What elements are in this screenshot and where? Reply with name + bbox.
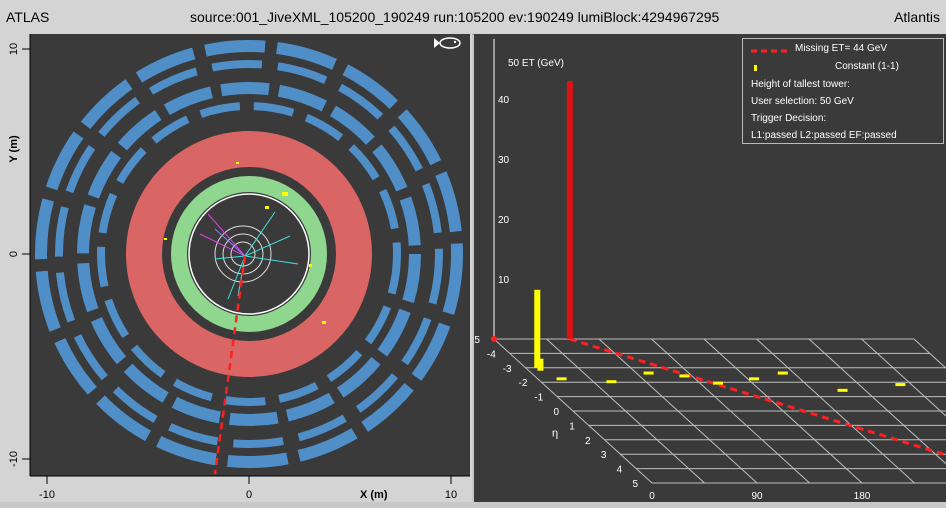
app-name: ATLAS: [6, 9, 50, 25]
eta-tick-label: -4: [487, 349, 496, 360]
axis-ticks: [22, 48, 452, 484]
legend-line: Trigger Decision:: [751, 113, 827, 124]
z-tick-label: 10: [498, 275, 510, 286]
eta-tick-label: 3: [601, 450, 607, 461]
eta-tick-label: 1: [569, 421, 575, 432]
grid-line-phi: [598, 338, 758, 484]
title-bar: ATLAS source:001_JiveXML_105200_190249 r…: [0, 0, 946, 35]
legend-missing-et: Missing ET= 44 GeV: [795, 43, 887, 54]
z-tick-label: 40: [498, 95, 510, 106]
energy-deposit: [606, 380, 617, 384]
x-tick-label: -10: [39, 489, 55, 501]
legend-box: Missing ET= 44 GeV Constant (1-1) Height…: [742, 38, 944, 144]
eta-tick-label: 0: [553, 407, 559, 418]
y-tick-label: 0: [8, 251, 20, 257]
energy-deposit: [749, 377, 760, 381]
phi-tick-label: 90: [751, 491, 763, 502]
grid-line-phi: [703, 338, 863, 484]
y-tick-label: -10: [8, 451, 20, 467]
grid-line-phi: [861, 338, 946, 417]
energy-deposit: [837, 388, 848, 392]
eta-tick-label: -5: [474, 335, 480, 346]
legend-line: Height of tallest tower:: [751, 79, 850, 90]
grid-line-phi: [493, 338, 653, 484]
origin-marker: [491, 336, 497, 342]
eta-tick-label: 5: [632, 479, 638, 490]
inner-boundary: [188, 193, 310, 315]
y-tick-label: 10: [8, 43, 20, 55]
xy-view-panel[interactable]: -10 0 10 X (m) 10 0 -10 Y (m): [0, 34, 472, 502]
grid-line-phi: [546, 338, 705, 484]
grid-line-phi: [756, 338, 915, 484]
phi-tick-label: 0: [649, 491, 655, 502]
tower-bars: [534, 81, 906, 392]
grid-line-phi: [808, 338, 946, 465]
phi-tick-label: 180: [854, 491, 871, 502]
energy-deposit: [895, 383, 906, 387]
event-info: source:001_JiveXML_105200_190249 run:105…: [190, 9, 720, 25]
energy-deposit: [643, 371, 654, 375]
eta-tick-label: 4: [617, 465, 623, 476]
grid-line-phi: [913, 338, 946, 369]
fish-logo-icon: [434, 37, 461, 49]
legend-constant: Constant (1-1): [835, 61, 899, 72]
xy-view[interactable]: -10 0 10 X (m) 10 0 -10 Y (m): [0, 34, 472, 502]
legend-line: L1:passed L2:passed EF:passed: [751, 130, 897, 141]
missing-et-floor-line: [569, 337, 946, 457]
x-tick-label: 10: [445, 489, 457, 501]
legend-swatches: [751, 49, 787, 71]
eta-tick-label: -2: [518, 378, 527, 389]
energy-deposit: [556, 377, 567, 381]
tower-bar: [566, 81, 573, 339]
z-axis-label: 50 ET (GeV): [508, 58, 564, 69]
x-axis-label: X (m): [360, 489, 388, 501]
z-tick-label: 20: [498, 215, 510, 226]
muon-chambers: [35, 40, 463, 468]
energy-deposit: [712, 381, 723, 385]
eta-tick-label: -1: [534, 393, 543, 404]
y-axis-label: Y (m): [8, 135, 20, 163]
energy-deposit: [777, 371, 788, 375]
energy-deposit: [679, 374, 690, 378]
constant-swatch: [754, 65, 757, 71]
tower-bar: [537, 358, 544, 371]
energy-deposits: [164, 162, 326, 324]
tower-bar: [534, 289, 541, 368]
app-brand: Atlantis: [894, 9, 940, 25]
eta-tick-label: -3: [503, 364, 512, 375]
legend-line: User selection: 50 GeV: [751, 96, 854, 107]
x-tick-label: 0: [246, 489, 252, 501]
z-tick-label: 30: [498, 155, 510, 166]
eta-tick-label: 2: [585, 436, 591, 447]
grid-line-phi: [651, 338, 810, 484]
eta-axis-label: η: [552, 427, 558, 439]
missing-et-line: [213, 255, 247, 475]
